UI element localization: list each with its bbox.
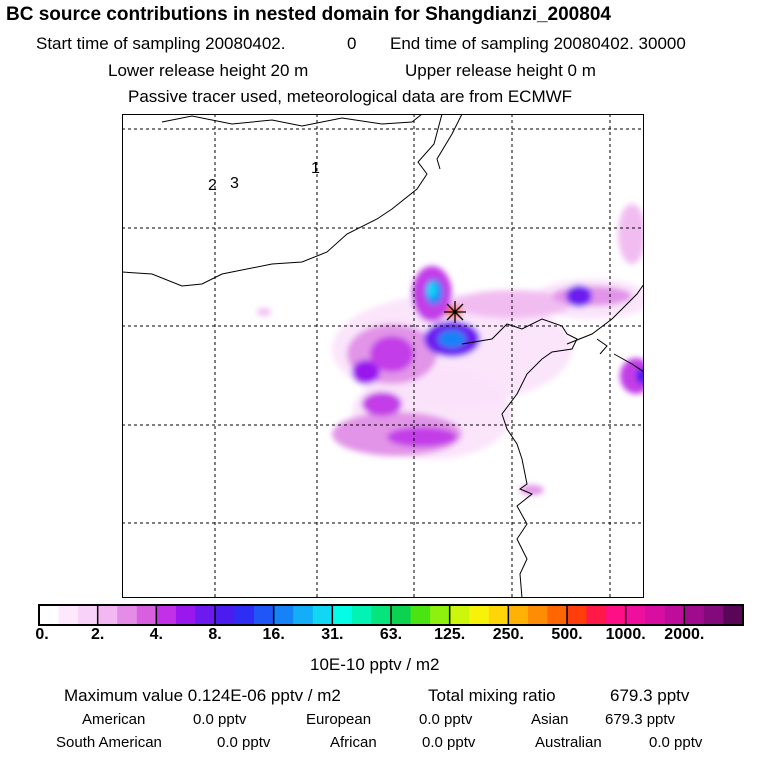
station-marker-1: 1 xyxy=(311,160,320,177)
total-mixing-ratio-label: Total mixing ratio xyxy=(428,686,556,705)
total-mixing-ratio-value: 679.3 pptv xyxy=(610,686,690,705)
colorbar-swatch xyxy=(312,605,333,625)
region-australian-name: Australian xyxy=(535,734,602,751)
colorbar-tick-label: 2000. xyxy=(664,626,705,643)
region-european-value: 0.0 pptv xyxy=(419,711,473,728)
colorbar-swatch xyxy=(58,605,79,625)
colorbar-swatch xyxy=(606,605,627,625)
region-african-name: African xyxy=(330,734,377,751)
colorbar-swatch xyxy=(527,605,548,625)
colorbar-swatch xyxy=(175,605,196,625)
colorbar-swatch xyxy=(703,605,724,625)
colorbar-swatch xyxy=(273,605,294,625)
colorbar-tick-label: 500. xyxy=(551,626,583,643)
station-marker-2: 2 xyxy=(208,177,217,194)
colorbar-swatch xyxy=(664,605,685,625)
region-european-name: European xyxy=(306,711,372,728)
colorbar-swatch xyxy=(488,605,509,625)
colorbar-swatch xyxy=(567,605,588,625)
plot-title: BC source contributions in nested domain… xyxy=(6,4,611,25)
receptor-star-icon xyxy=(444,301,466,323)
colorbar-swatches xyxy=(38,604,744,626)
colorbar-swatch xyxy=(195,605,216,625)
colorbar-swatch xyxy=(351,605,372,625)
colorbar-swatch xyxy=(410,605,431,625)
colorbar-swatch xyxy=(723,605,744,625)
region-asian-name: Asian xyxy=(531,711,569,728)
colorbar-swatch xyxy=(430,605,451,625)
station-marker-3: 3 xyxy=(230,175,239,192)
colorbar-swatch xyxy=(625,605,646,625)
colorbar-swatch xyxy=(136,605,157,625)
region-asian-value: 679.3 pptv xyxy=(605,711,676,728)
colorbar-swatch xyxy=(645,605,666,625)
colorbar-tick-label: 0. xyxy=(35,626,49,643)
colorbar-swatch xyxy=(371,605,392,625)
region-african-value: 0.0 pptv xyxy=(422,734,476,751)
tracer-note: Passive tracer used, meteorological data… xyxy=(128,87,573,106)
colorbar-swatch xyxy=(508,605,529,625)
colorbar-swatch xyxy=(39,605,60,625)
colorbar-swatch xyxy=(391,605,412,625)
colorbar-tick-label: 31. xyxy=(321,626,344,643)
colorbar-swatch xyxy=(78,605,99,625)
colorbar-swatch xyxy=(293,605,314,625)
start-time-label: Start time of sampling 20080402. xyxy=(36,34,286,53)
region-american-name: American xyxy=(82,711,146,728)
colorbar-tick-label: 2. xyxy=(90,626,105,643)
colorbar-tick-label: 125. xyxy=(434,626,466,643)
colorbar-swatch xyxy=(449,605,470,625)
colorbar-swatch xyxy=(469,605,490,625)
colorbar-tick-label: 4. xyxy=(149,626,163,643)
region-south-american-name: South American xyxy=(56,734,162,751)
colorbar-swatch xyxy=(684,605,705,625)
lower-release-height: Lower release height 20 m xyxy=(108,61,309,80)
start-time-hms: 0 xyxy=(347,34,357,53)
colorbar-swatch xyxy=(332,605,353,625)
source-contribution-map: 1 2 3 xyxy=(122,114,644,598)
colorbar-swatch xyxy=(156,605,177,625)
colorbar-swatch xyxy=(586,605,607,625)
end-time-label: End time of sampling 20080402. 30000 xyxy=(390,34,686,53)
concentration-field xyxy=(257,204,644,495)
lat-lon-grid xyxy=(122,114,644,598)
colorbar-tick-label: 16. xyxy=(262,626,285,643)
colorbar-swatch xyxy=(215,605,236,625)
colorbar-swatch xyxy=(117,605,138,625)
colorbar-swatch xyxy=(234,605,255,625)
colorbar-tick-label: 250. xyxy=(492,626,524,643)
region-american-value: 0.0 pptv xyxy=(193,711,247,728)
colorbar xyxy=(38,604,744,626)
colorbar-swatch xyxy=(97,605,118,625)
colorbar-tick-label: 1000. xyxy=(605,626,646,643)
region-south-american-value: 0.0 pptv xyxy=(217,734,271,751)
coastlines xyxy=(122,114,644,598)
colorbar-tick-label: 63. xyxy=(379,626,403,643)
colorbar-units: 10E-10 pptv / m2 xyxy=(310,655,440,674)
colorbar-swatch xyxy=(547,605,568,625)
colorbar-tick-label: 8. xyxy=(208,626,222,643)
region-australian-value: 0.0 pptv xyxy=(649,734,703,751)
colorbar-swatch xyxy=(254,605,275,625)
upper-release-height: Upper release height 0 m xyxy=(405,61,596,80)
maximum-value: Maximum value 0.124E-06 pptv / m2 xyxy=(64,686,341,705)
